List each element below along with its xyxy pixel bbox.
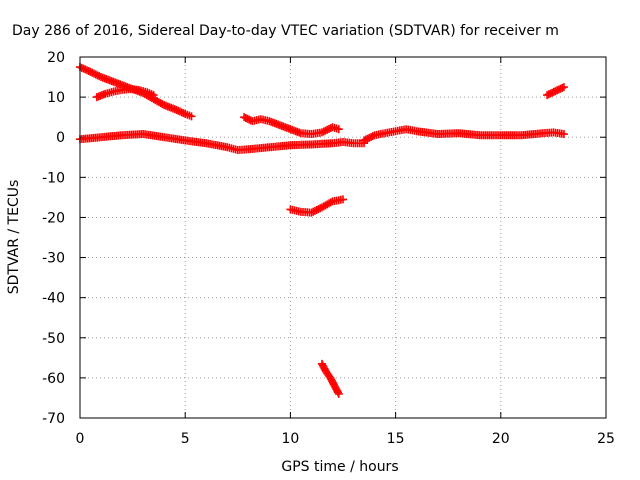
data-point <box>321 126 330 135</box>
y-tick-label: 10 <box>47 90 65 106</box>
data-point <box>333 388 342 397</box>
data-point <box>90 69 99 78</box>
data-point <box>361 135 370 144</box>
y-axis-label: SDTVAR / TECUs <box>6 180 22 295</box>
y-tick-label: -50 <box>42 331 65 347</box>
data-point <box>149 91 158 100</box>
y-tick-label: -30 <box>42 251 65 267</box>
data-point <box>309 207 318 216</box>
data-point <box>323 125 332 134</box>
data-point <box>88 68 97 77</box>
data-point <box>79 64 88 73</box>
data-point <box>91 70 100 79</box>
y-tick-label: -20 <box>42 210 65 226</box>
data-point <box>326 198 335 207</box>
data-point <box>84 67 93 76</box>
x-tick-label: 10 <box>281 431 299 447</box>
chart-title: Day 286 of 2016, Sidereal Day-to-day VTE… <box>12 23 559 39</box>
data-series <box>317 359 343 398</box>
data-point <box>324 124 333 133</box>
data-point <box>558 83 567 92</box>
data-point <box>363 134 372 143</box>
data-point <box>334 389 343 398</box>
y-tick-label: -40 <box>42 291 65 307</box>
plot-frame <box>79 56 607 419</box>
data-point <box>365 133 374 142</box>
data-point <box>368 132 377 141</box>
data-point <box>174 106 183 115</box>
data-point <box>158 100 167 109</box>
data-series <box>360 125 568 145</box>
x-axis-label: GPS time / hours <box>281 459 398 475</box>
data-point <box>310 206 319 215</box>
data-point <box>559 83 568 92</box>
data-point <box>172 105 181 114</box>
data-series <box>76 130 369 155</box>
data-series <box>286 195 347 217</box>
data-point <box>175 107 184 116</box>
data-point <box>314 205 323 214</box>
data-point <box>559 130 568 139</box>
data-point <box>179 109 188 118</box>
data-point <box>95 72 104 81</box>
data-series <box>543 83 568 100</box>
data-point <box>312 206 321 215</box>
data-point <box>187 112 196 121</box>
y-tick-label: -60 <box>42 371 65 387</box>
y-tick-label: -70 <box>42 411 65 427</box>
data-series <box>92 85 158 102</box>
data-point <box>339 195 347 204</box>
x-tick-label: 25 <box>597 431 615 447</box>
data-point <box>360 136 369 145</box>
data-point <box>177 108 186 117</box>
x-tick-label: 0 <box>76 431 85 447</box>
data-point <box>93 71 102 80</box>
x-tick-label: 20 <box>492 431 510 447</box>
data-point <box>83 66 92 75</box>
data-series <box>240 113 343 139</box>
data-point <box>334 125 343 134</box>
data-point <box>81 65 90 74</box>
data-point <box>170 105 179 114</box>
x-tick-label: 15 <box>387 431 405 447</box>
data-points <box>76 63 568 398</box>
data-series <box>76 63 196 121</box>
y-tick-label: -10 <box>42 170 65 186</box>
data-point <box>319 127 328 136</box>
x-tick-label: 5 <box>181 431 190 447</box>
data-point <box>86 67 95 76</box>
y-tick-label: 0 <box>56 130 65 146</box>
data-point <box>367 132 376 141</box>
data-point <box>307 208 316 217</box>
y-tick-label: 20 <box>47 50 65 66</box>
grid-lines <box>80 57 606 418</box>
data-point <box>317 128 326 137</box>
data-point <box>77 63 86 72</box>
axis-ticks: 0 5 10 15 20 25 -70 -60 -50 -40 -30 -20 -10 0 10 20 <box>42 50 615 447</box>
